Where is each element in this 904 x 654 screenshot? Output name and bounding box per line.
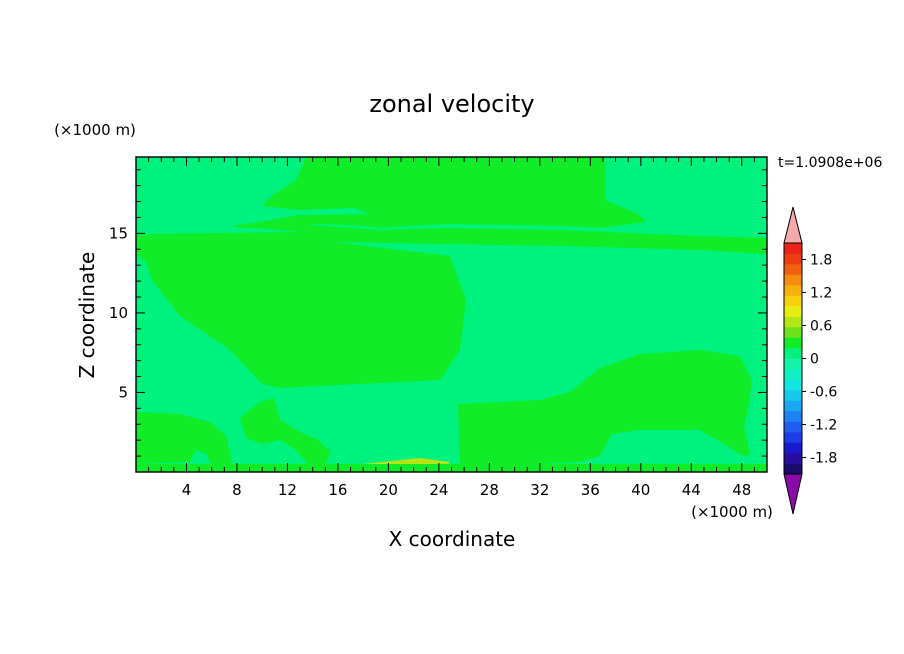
colorbar-segment: [784, 274, 802, 286]
contour-lower-right-region: [458, 350, 752, 468]
colorbar-segment: [784, 379, 802, 391]
contour-left-region: [136, 228, 767, 254]
colorbar-over-triangle: [783, 206, 803, 244]
x-axis-ticks: 4 8 12 16 20 24 28 32 36 40 44 48: [148, 157, 755, 499]
x-tick-label: 40: [631, 481, 650, 499]
x-tick-label: 48: [732, 481, 751, 499]
y-tick-label: 5: [118, 383, 128, 401]
x-tick-label: 44: [682, 481, 701, 499]
colorbar-segment: [784, 358, 802, 370]
colorbar-segment: [784, 411, 802, 422]
colorbar-segment: [784, 421, 802, 433]
colorbar-under-triangle: [783, 473, 803, 515]
colorbar-segment: [784, 306, 802, 317]
colorbar-segment: [784, 369, 802, 380]
colorbar-segment: [784, 453, 802, 464]
colorbar-tick-label: -1.2: [810, 418, 837, 434]
x-tick-label: 32: [530, 481, 549, 499]
chart-title: zonal velocity: [369, 90, 534, 118]
contour-lower-left-region: [136, 412, 232, 468]
x-tick-label: 12: [278, 481, 297, 499]
contour-field: [136, 157, 767, 472]
colorbar-segment: [784, 285, 802, 296]
x-unit-label: (×1000 m): [691, 503, 773, 521]
colorbar-segment: [784, 243, 802, 254]
contour-upper-sliver: [232, 224, 380, 232]
contour-lower-mid-blob: [240, 398, 330, 466]
colorbar-tick-label: 1.2: [810, 286, 832, 302]
x-axis-label: X coordinate: [389, 527, 516, 551]
colorbar-segment: [784, 327, 802, 338]
colorbar-tick-label: 1.8: [810, 253, 832, 269]
colorbar-segment: [784, 390, 802, 401]
colorbar-segment: [784, 442, 802, 454]
contour-upper-region: [232, 157, 646, 228]
y-tick-label: 15: [109, 224, 128, 242]
colorbar-segment: [784, 463, 802, 475]
colorbar-tick-label: -1.8: [810, 451, 837, 467]
colorbar-segment: [784, 337, 802, 349]
x-tick-label: 24: [429, 481, 448, 499]
x-tick-label: 20: [379, 481, 398, 499]
x-tick-label: 28: [480, 481, 499, 499]
y-axis-ticks: 5 10 15: [109, 169, 767, 457]
colorbar: [783, 206, 803, 515]
colorbar-tick-label: 0: [810, 352, 819, 368]
colorbar-segment: [784, 400, 802, 412]
colorbar-segment: [784, 264, 802, 275]
x-tick-label: 8: [232, 481, 242, 499]
colorbar-segment: [784, 348, 802, 359]
y-unit-label: (×1000 m): [54, 121, 136, 139]
y-axis-label: Z coordinate: [75, 252, 99, 379]
x-tick-label: 4: [182, 481, 192, 499]
colorbar-tick-labels: 1.8 1.2 0.6 0 -0.6 -1.2 -1.8: [802, 253, 837, 467]
colorbar-segment: [784, 253, 802, 265]
x-tick-label: 36: [581, 481, 600, 499]
colorbar-tick-label: -0.6: [810, 385, 837, 401]
colorbar-segment: [784, 432, 802, 443]
x-tick-label: 16: [328, 481, 347, 499]
contour-mid-left-lobe: [136, 236, 466, 388]
time-label: t=1.0908e+06: [778, 155, 882, 171]
colorbar-segment: [784, 295, 802, 307]
colorbar-segment: [784, 316, 802, 328]
y-tick-label: 10: [109, 304, 128, 322]
colorbar-tick-label: 0.6: [810, 319, 832, 335]
